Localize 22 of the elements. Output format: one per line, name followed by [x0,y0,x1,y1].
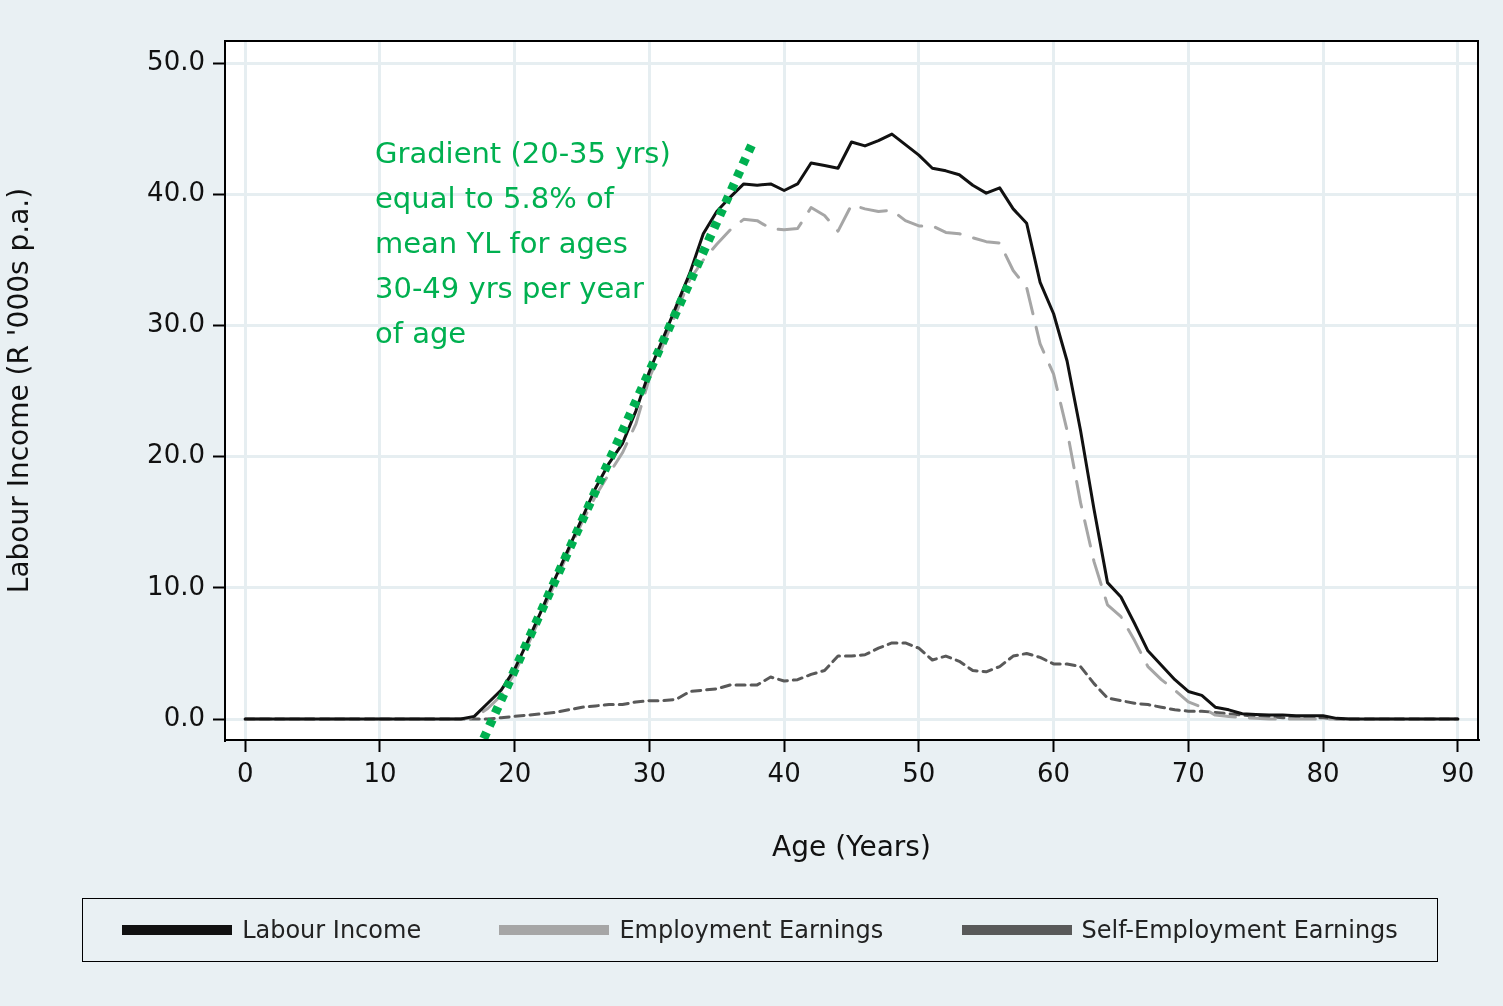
y-tick-label: 20.0 [147,439,205,470]
x-tick-label: 50 [902,758,936,789]
y-axis-title: Labour Income (R '000s p.a.) [2,187,36,594]
x-tick-label: 30 [632,758,666,789]
legend-label: Employment Earnings [619,916,884,944]
x-tick-label: 10 [363,758,397,789]
y-tick-label: 0.0 [163,701,205,732]
x-axis-title: Age (Years) [772,830,931,864]
y-tick-label: 40.0 [147,177,205,208]
x-tick-label: 40 [767,758,801,789]
legend-label: Self-Employment Earnings [1081,916,1398,944]
y-tick-label: 10.0 [147,570,205,601]
y-tick-label: 50.0 [147,46,205,77]
x-tick-label: 20 [498,758,532,789]
x-tick-label: 0 [236,758,254,789]
x-tick-label: 70 [1171,758,1205,789]
x-tick-label: 80 [1306,758,1340,789]
annotation: Gradient (20-35 yrs) equal to 5.8% of mean YL for ages 30-49 yrs per year of age [375,136,671,351]
x-tick-label: 60 [1037,758,1071,789]
y-tick-label: 30.0 [147,308,205,339]
x-tick-label: 90 [1441,758,1475,789]
legend-label: Labour Income [242,916,422,944]
